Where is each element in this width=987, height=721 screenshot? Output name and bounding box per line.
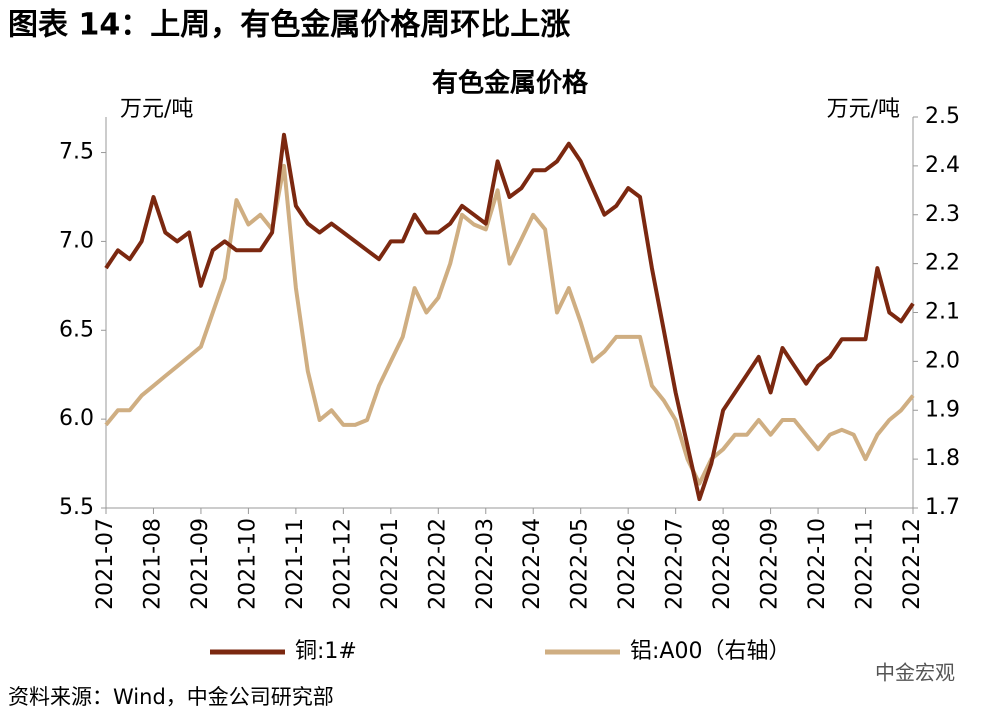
legend-label: 铝:A00（右轴） (630, 639, 790, 664)
y2-tick-label: 2.4 (925, 153, 960, 178)
x-tick-label: 2022-12 (900, 518, 925, 610)
x-tick-label: 2022-01 (378, 518, 403, 610)
x-tick-label: 2022-04 (520, 518, 545, 610)
x-tick-label: 2021-10 (235, 518, 260, 610)
x-tick-label: 2022-09 (758, 518, 783, 610)
x-tick-label: 2022-05 (568, 518, 593, 610)
y2-axis-label: 万元/吨 (827, 97, 900, 122)
y2-tick-label: 2.3 (925, 202, 960, 227)
x-tick-label: 2022-10 (805, 518, 830, 610)
chart-title: 有色金属价格 (432, 68, 589, 99)
x-tick-label: 2021-11 (283, 518, 308, 610)
source: 资料来源：Wind，中金公司研究部 (8, 685, 334, 709)
y2-tick-label: 2.5 (925, 104, 960, 129)
x-tick-label: 2021-08 (140, 518, 165, 610)
x-tick-label: 2021-12 (330, 518, 355, 610)
y2-tick-label: 1.7 (925, 495, 960, 520)
x-tick-label: 2022-07 (663, 518, 688, 610)
y-tick-label: 7.0 (59, 228, 94, 253)
y2-tick-label: 2.0 (925, 348, 960, 373)
watermark: 中金宏观 (875, 661, 955, 685)
x-tick-label: 2022-03 (473, 518, 498, 610)
x-tick-label: 2022-02 (425, 518, 450, 610)
heading: 图表 14：上周，有色金属价格周环比上涨 (8, 8, 570, 43)
series-line (104, 163, 915, 486)
x-tick-label: 2021-07 (93, 518, 118, 610)
y2-tick-label: 2.1 (925, 300, 960, 325)
x-tick-label: 2022-08 (710, 518, 735, 610)
y-tick-label: 6.5 (59, 317, 94, 342)
y-tick-label: 5.5 (59, 495, 94, 520)
legend-label: 铜:1# (295, 639, 357, 664)
y2-tick-label: 2.2 (925, 251, 960, 276)
series-line (104, 132, 915, 502)
y2-tick-label: 1.9 (925, 397, 960, 422)
y-tick-label: 7.5 (59, 140, 94, 165)
x-tick-label: 2021-09 (188, 518, 213, 610)
x-tick-label: 2022-11 (853, 518, 878, 610)
x-tick-label: 2022-06 (615, 518, 640, 610)
y-axis-label: 万元/吨 (120, 97, 193, 122)
y2-tick-label: 1.8 (925, 446, 960, 471)
y-tick-label: 6.0 (59, 406, 94, 431)
